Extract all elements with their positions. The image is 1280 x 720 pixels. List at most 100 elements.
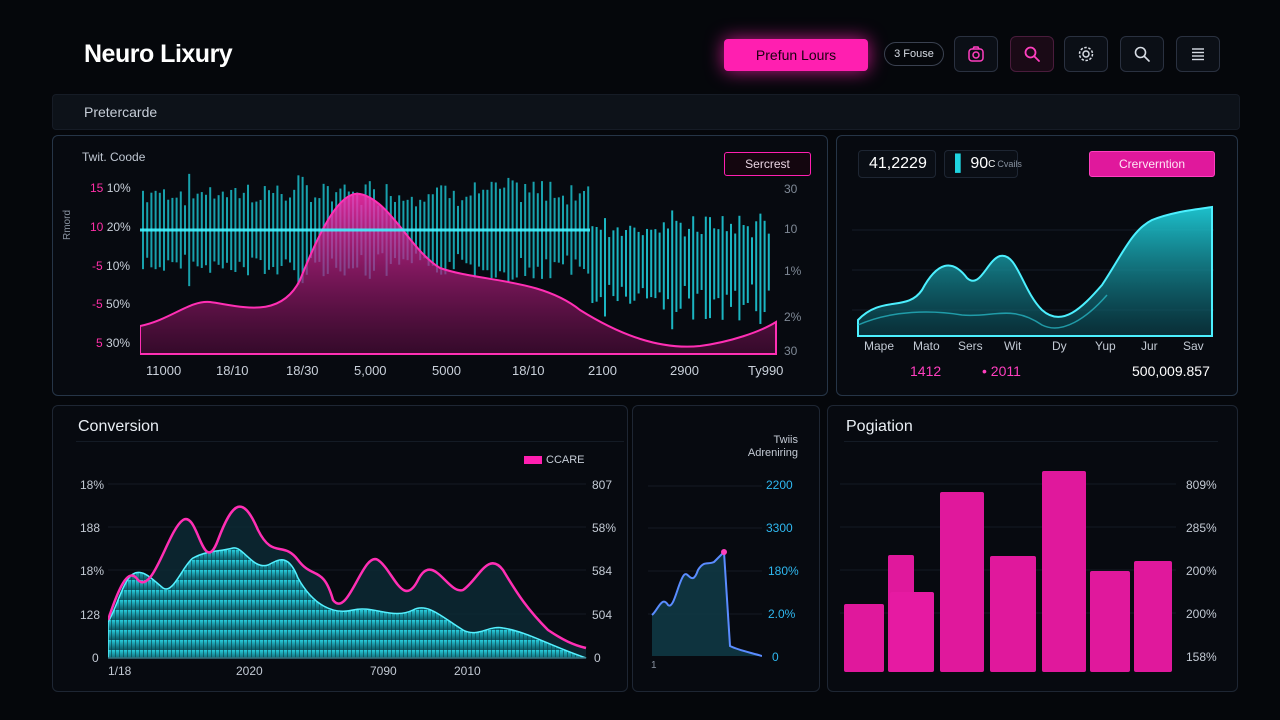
signal-bar [738, 215, 741, 321]
signal-bar [616, 227, 619, 302]
signal-bar [696, 231, 699, 294]
signal-bar [763, 220, 766, 313]
signal-left-tick: 10 20% [90, 220, 131, 234]
population-bar [1090, 571, 1130, 672]
signal-bar [746, 226, 749, 303]
conversion-legend: CCARE [524, 454, 585, 466]
advertising-tick: 3300 [766, 521, 793, 535]
signal-bar [608, 237, 611, 285]
advertising-heading-line2: Adreniring [747, 447, 798, 459]
conversion-button[interactable]: Crerverntion [1089, 151, 1215, 177]
pill-button[interactable]: 3 Fouse [884, 42, 944, 66]
advertising-heading-line1: Twiis [773, 434, 798, 446]
signal-tag-button[interactable]: Sercrest [724, 152, 811, 176]
camera-button[interactable] [954, 36, 998, 72]
signal-x-tick: 18/10 [216, 363, 249, 378]
signal-bar [709, 217, 711, 319]
signal-bar [751, 237, 753, 285]
signal-bar [725, 231, 728, 295]
menu-button[interactable] [1176, 36, 1220, 72]
population-tick: 158% [1186, 650, 1217, 664]
signal-left-tick: -5 10% [92, 259, 131, 273]
forecast-x-tick: Mape [864, 339, 895, 353]
sub-header-label: Pretercarde [84, 104, 158, 120]
signal-x-tick: 2100 [588, 363, 617, 378]
conversion-x-tick: 2010 [454, 664, 481, 678]
conversion-left-tick: 188 [80, 521, 101, 535]
population-tick: 285% [1186, 521, 1217, 535]
conversion-right-tick: 584 [592, 564, 613, 578]
brand-title: Neuro Lixury [84, 40, 233, 68]
settings-button[interactable] [1064, 36, 1108, 72]
primary-cta-button[interactable]: Prefun Lours [724, 39, 868, 71]
forecast-secondary-line [857, 294, 1108, 329]
signal-bar [658, 232, 661, 293]
conversion-pink-line [108, 505, 587, 650]
conversion-cyan-area [108, 547, 587, 659]
advertising-chart [648, 485, 762, 657]
stat-box-secondary: ▌ 90 C Cvails [944, 150, 1022, 178]
signal-x-tick: 18/10 [512, 363, 545, 378]
population-bar-chart [840, 471, 1176, 672]
conversion-right-tick: 58% [592, 521, 617, 535]
signal-bar [599, 229, 602, 298]
population-bar [990, 556, 1036, 672]
search-icon [1024, 46, 1040, 62]
forecast-x-tick: Wit [1004, 339, 1022, 353]
signal-bar [742, 225, 745, 305]
advertising-tick: 2200 [766, 478, 793, 492]
signal-bar [625, 230, 627, 297]
forecast-x-tick: Sav [1183, 339, 1204, 353]
conversion-area-chart [108, 483, 587, 659]
advertising-peak-point [721, 549, 727, 555]
conversion-right-tick: 807 [592, 478, 613, 492]
forecast-footer-mid-value: 2011 [990, 363, 1021, 379]
conversion-right-tick: 504 [592, 608, 613, 622]
signal-bar [683, 236, 686, 286]
stat-secondary-note: Cvails [997, 159, 1022, 169]
signal-bar [641, 235, 644, 289]
population-tick: 200% [1186, 607, 1217, 621]
signal-bar [595, 226, 598, 302]
signal-bar [692, 216, 695, 320]
forecast-footer-mid: • 2011 [982, 363, 1021, 379]
conversion-left-tick: 128 [80, 608, 101, 622]
conversion-left-tick: 18% [80, 478, 105, 492]
search-button-accent[interactable] [1010, 36, 1054, 72]
signal-bar [591, 226, 594, 304]
signal-x-tick: 2900 [670, 363, 699, 378]
camera-icon [968, 46, 984, 62]
signal-side-label: Rmord [62, 209, 73, 240]
forecast-area [857, 205, 1213, 337]
signal-x-tick: 11000 [146, 363, 182, 378]
signal-bar [633, 227, 636, 301]
advertising-tick: 2.0% [768, 607, 796, 621]
signal-bar [755, 221, 758, 312]
signal-left-tick: -5 50% [92, 297, 131, 311]
signal-bar [713, 228, 716, 300]
conversion-x-tick: 2020 [236, 664, 263, 678]
legend-swatch [524, 456, 542, 464]
advertising-line [651, 549, 762, 657]
signal-bar [688, 228, 690, 299]
advertising-area [652, 552, 762, 656]
signal-bar [700, 234, 703, 290]
advertising-x-tick: 1 [651, 660, 657, 671]
population-title: Pogiation [846, 418, 913, 435]
signal-right-tick: 10 [784, 222, 798, 236]
signal-bar [662, 222, 665, 310]
signal-bar [679, 222, 682, 309]
population-tick: 809% [1186, 478, 1217, 492]
forecast-footer-left: 1412 [910, 363, 942, 379]
signal-bar [620, 235, 623, 287]
forecast-area-chart [852, 205, 1214, 337]
search-button[interactable] [1120, 36, 1164, 72]
signal-x-tick: 18/30 [286, 363, 319, 378]
sub-header-bar [52, 94, 1240, 130]
forecast-x-tick: Sers [958, 339, 983, 353]
advertising-tick: 0 [772, 650, 779, 664]
menu-icon [1192, 48, 1204, 61]
conversion-left-tick: 0 [92, 651, 99, 665]
signal-bar [730, 223, 732, 307]
legend-label: CCARE [546, 454, 585, 466]
